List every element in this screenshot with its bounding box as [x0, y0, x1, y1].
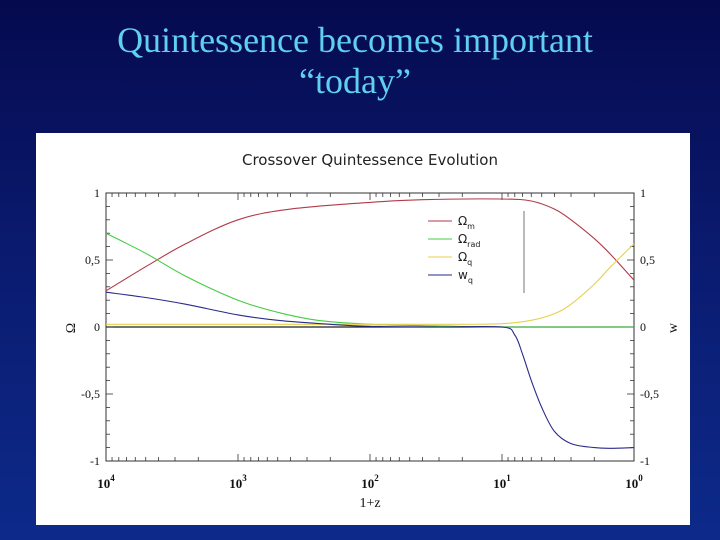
x-tick-label-base: 10	[229, 476, 242, 491]
x-tick-label: 100	[625, 473, 643, 491]
chart-panel: Crossover Quintessence Evolution 1 1 0,5 0,…	[36, 133, 690, 525]
x-tick-label-base: 10	[361, 476, 374, 491]
y-tick-label-left: 0,5	[85, 253, 100, 267]
x-tick-label-base: 10	[97, 476, 110, 491]
x-tick-label-base: 10	[493, 476, 506, 491]
y-tick-label-right: -1	[640, 454, 650, 468]
legend-entry-name: Ω	[458, 232, 467, 246]
y-tick-label-right: 0	[640, 320, 646, 334]
x-tick-label-base: 10	[625, 476, 638, 491]
slide-title-line-2: “today”	[299, 61, 411, 101]
legend-entry-subscript: m	[467, 222, 475, 231]
crossover-quintessence-chart: Crossover Quintessence Evolution 1 1 0,5 0,…	[64, 151, 681, 511]
y-tick-label-left: 1	[94, 186, 100, 200]
y-tick-label-right: 1	[640, 186, 646, 200]
slide-title: Quintessence becomes important “today”	[0, 20, 710, 102]
x-tick-label-exponent: 0	[638, 473, 643, 483]
x-tick-label: 104	[97, 473, 115, 491]
x-tick-label-exponent: 2	[374, 473, 379, 483]
x-tick-label-exponent: 3	[242, 473, 247, 483]
x-tick-label: 103	[229, 473, 247, 491]
legend-entry-name: Ω	[458, 250, 467, 264]
chart-title: Crossover Quintessence Evolution	[242, 151, 498, 169]
legend-entry: Ωm	[458, 214, 475, 231]
slide-title-line-1: Quintessence becomes important	[117, 20, 593, 60]
x-tick-label-exponent: 1	[506, 473, 511, 483]
legend-entry-name: Ω	[458, 214, 467, 228]
y-tick-label-left: -0,5	[81, 387, 100, 401]
x-tick-label-exponent: 4	[110, 473, 115, 483]
x-tick-label: 102	[361, 473, 379, 491]
legend-entry-subscript: q	[468, 276, 473, 285]
legend-entry: Ωrad	[458, 232, 480, 249]
x-tick-label: 101	[493, 473, 511, 491]
series-layer	[105, 198, 635, 449]
y-tick-label-right: -0,5	[640, 387, 659, 401]
y-axis-label-left: Ω	[64, 323, 79, 333]
y-tick-label-left: 0	[94, 320, 100, 334]
legend-entry-name: w	[458, 268, 468, 282]
legend-entry: Ωq	[458, 250, 472, 267]
series-line-omega-m	[105, 198, 635, 292]
series-line-w-q	[105, 291, 635, 449]
legend-entry: wq	[458, 268, 473, 285]
x-axis-label: 1+z	[359, 496, 380, 511]
series-line-omega-q	[106, 243, 635, 325]
legend-box	[424, 211, 526, 293]
y-tick-label-right: 0,5	[640, 253, 655, 267]
legend-entry-subscript: q	[467, 258, 472, 267]
legend-entry-subscript: rad	[467, 240, 480, 249]
y-axis-label-right: w	[666, 322, 681, 333]
y-tick-label-left: -1	[90, 454, 100, 468]
